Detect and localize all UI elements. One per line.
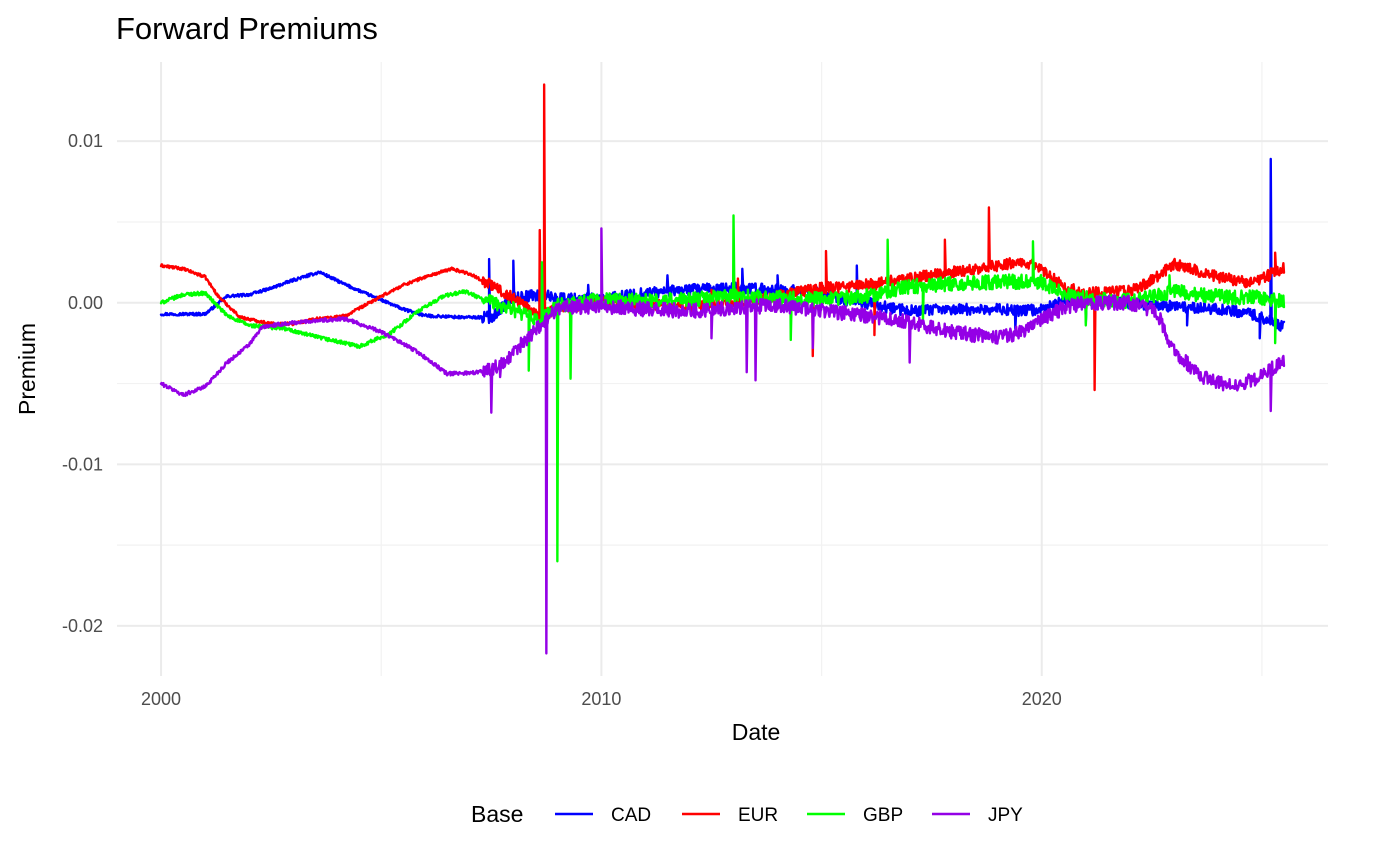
x-axis-title: Date [732,719,781,745]
y-axis-title: Premium [14,323,40,415]
chart-title: Forward Premiums [116,11,378,46]
x-tick-label: 2020 [1022,689,1062,709]
grid-lines [117,62,1328,676]
legend-title: Base [471,801,523,827]
y-tick-label: -0.01 [62,454,103,474]
y-tick-label: -0.02 [62,616,103,636]
series-line-jpy [159,227,1286,655]
y-tick-label: 0.01 [68,131,103,151]
y-axis-tick-labels: 0.01 0.00 -0.01 -0.02 [62,131,103,636]
legend-label-eur: EUR [738,805,778,826]
x-tick-label: 2010 [581,689,621,709]
legend: Base CAD EUR GBP JPY [471,801,1023,827]
series-lines [159,83,1286,655]
x-axis-tick-labels: 2000 2010 2020 [141,689,1062,709]
legend-label-jpy: JPY [988,805,1023,826]
series-line-eur [159,83,1286,392]
x-tick-label: 2000 [141,689,181,709]
legend-label-cad: CAD [611,805,651,826]
legend-items: CAD EUR GBP JPY [555,805,1023,826]
legend-label-gbp: GBP [863,805,903,826]
y-tick-label: 0.00 [68,293,103,313]
